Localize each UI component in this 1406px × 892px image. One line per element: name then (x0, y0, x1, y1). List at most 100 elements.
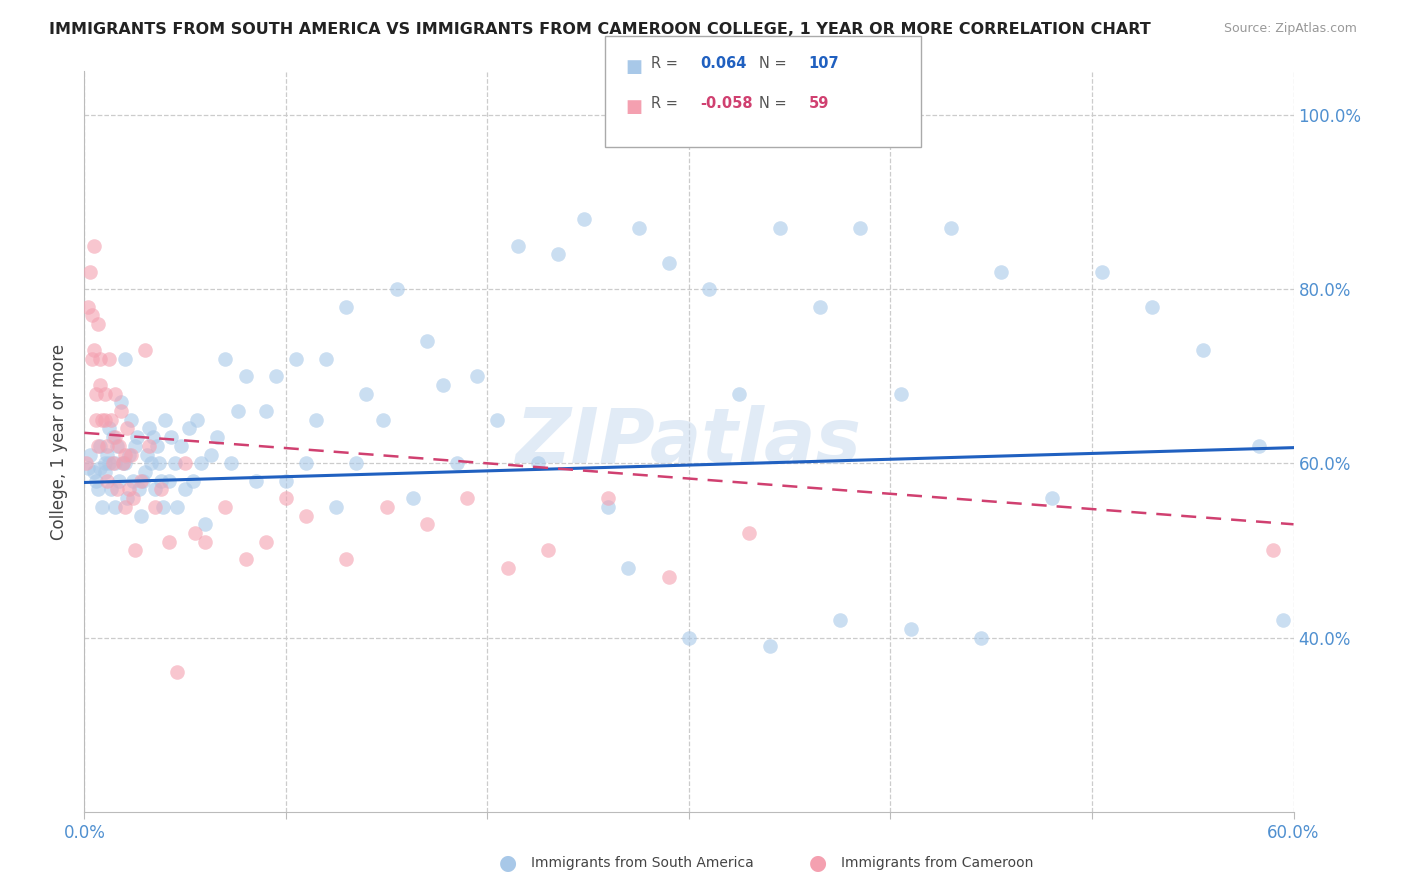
Point (89, 378, 111, 392)
Point (537, 543, 560, 558)
Point (104, 386, 127, 401)
Point (174, 483, 197, 497)
Point (153, 413, 176, 427)
Point (143, 483, 166, 497)
Point (527, 456, 550, 470)
Point (738, 526, 761, 541)
Point (179, 421, 201, 435)
Point (371, 413, 394, 427)
Point (808, 300, 831, 314)
Point (174, 456, 197, 470)
Point (970, 631, 993, 645)
Point (104, 456, 127, 470)
Point (186, 413, 208, 427)
Point (96, 448, 118, 462)
Point (104, 430, 127, 444)
Point (200, 448, 222, 462)
Point (128, 483, 150, 497)
Point (214, 351, 236, 366)
Point (89, 460, 111, 475)
Point (115, 421, 138, 435)
Point (132, 474, 155, 488)
Point (138, 439, 160, 453)
Point (89, 439, 111, 453)
Point (120, 448, 142, 462)
Text: IMMIGRANTS FROM SOUTH AMERICA VS IMMIGRANTS FROM CAMEROON COLLEGE, 1 YEAR OR MOR: IMMIGRANTS FROM SOUTH AMERICA VS IMMIGRA… (49, 22, 1152, 37)
Point (221, 456, 243, 470)
Point (97, 456, 120, 470)
Point (165, 456, 187, 470)
Point (315, 351, 337, 366)
Point (335, 552, 357, 566)
Point (91, 500, 114, 514)
Point (134, 465, 156, 479)
Point (82, 308, 104, 322)
Point (235, 369, 257, 384)
Point (572, 212, 595, 227)
Point (264, 369, 287, 384)
Point (678, 631, 700, 645)
Point (100, 413, 122, 427)
Point (129, 474, 152, 488)
Point (849, 221, 872, 235)
Point (93, 386, 115, 401)
Point (214, 500, 236, 514)
Point (194, 517, 217, 532)
Point (728, 386, 751, 401)
Point (82, 351, 104, 366)
Point (77, 300, 100, 314)
Point (96, 439, 118, 453)
Point (114, 351, 136, 366)
Point (890, 386, 912, 401)
Point (598, 491, 620, 505)
Point (432, 378, 454, 392)
Point (91, 413, 114, 427)
Text: 107: 107 (808, 56, 839, 71)
Point (758, 639, 780, 653)
Point (118, 483, 141, 497)
Point (467, 369, 489, 384)
Point (166, 665, 188, 680)
Point (86, 474, 108, 488)
Point (110, 395, 132, 409)
Point (385, 282, 408, 296)
Point (157, 534, 180, 549)
Point (1249, 439, 1271, 453)
Text: ■: ■ (626, 98, 643, 116)
Point (149, 483, 172, 497)
Text: Immigrants from Cameroon: Immigrants from Cameroon (841, 856, 1033, 871)
Text: ●: ● (808, 854, 827, 873)
Point (235, 552, 257, 566)
Point (101, 430, 124, 444)
Point (83, 465, 105, 479)
Point (75, 456, 97, 470)
Point (295, 456, 318, 470)
Point (143, 500, 166, 514)
Point (181, 474, 204, 488)
Point (149, 474, 172, 488)
Text: Immigrants from South America: Immigrants from South America (531, 856, 754, 871)
Point (135, 448, 157, 462)
Point (456, 491, 478, 505)
Point (1142, 300, 1164, 314)
Point (148, 456, 170, 470)
Point (346, 456, 368, 470)
Text: 0.064: 0.064 (700, 56, 747, 71)
Text: ■: ■ (626, 58, 643, 76)
Point (121, 474, 143, 488)
Point (1263, 543, 1285, 558)
Point (111, 456, 134, 470)
Point (375, 500, 398, 514)
Point (93, 413, 115, 427)
Point (93, 465, 115, 479)
Point (125, 430, 148, 444)
Point (254, 534, 277, 549)
Point (129, 508, 152, 523)
Point (111, 456, 134, 470)
Point (295, 508, 318, 523)
Text: ZIPatlas: ZIPatlas (516, 405, 862, 478)
Point (101, 456, 124, 470)
Point (416, 517, 439, 532)
Point (93, 456, 115, 470)
Point (105, 483, 128, 497)
